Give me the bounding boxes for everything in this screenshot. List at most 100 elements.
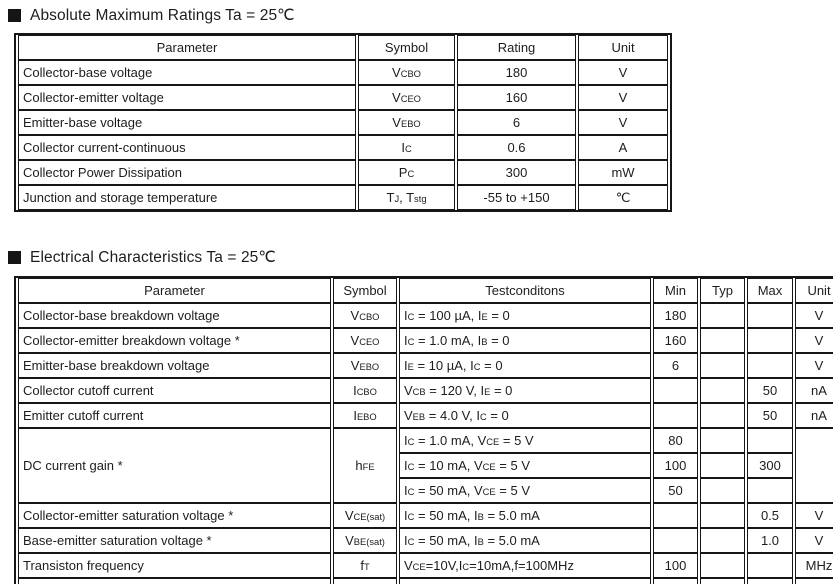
table-row: Base-emitter saturation voltage * VBE(sa… <box>18 528 833 553</box>
table-row: Collector Power Dissipation PC 300 mW <box>18 160 668 185</box>
column-header-parameter: Parameter <box>18 35 356 60</box>
typ-cell <box>700 478 745 503</box>
symbol-cell: VEBO <box>358 110 455 135</box>
testcondition-cell: VEB = 4.0 V, IC = 0 <box>399 403 651 428</box>
min-cell: 50 <box>653 478 698 503</box>
absolute-maximum-ratings-table: Parameter Symbol Rating Unit Collector-b… <box>14 33 672 212</box>
symbol-cell: fT <box>333 553 397 578</box>
cropped-cell <box>700 578 745 584</box>
min-cell: 180 <box>653 303 698 328</box>
max-cell: 1.0 <box>747 528 793 553</box>
rating-cell: 180 <box>457 60 576 85</box>
parameter-cell: Collector cutoff current <box>18 378 331 403</box>
max-cell <box>747 553 793 578</box>
parameter-cell: Base-emitter saturation voltage * <box>18 528 331 553</box>
parameter-cell: Junction and storage temperature <box>18 185 356 210</box>
symbol-cell: hFE <box>333 428 397 503</box>
min-cell: 160 <box>653 328 698 353</box>
parameter-cell: Collector current-continuous <box>18 135 356 160</box>
symbol-cell: VCEO <box>358 85 455 110</box>
symbol-cell: IC <box>358 135 455 160</box>
unit-cell: V <box>578 85 668 110</box>
parameter-cell: Transiston frequency <box>18 553 331 578</box>
typ-cell <box>700 328 745 353</box>
testcondition-cell: IE = 10 µA, IC = 0 <box>399 353 651 378</box>
section-title-text: Absolute Maximum Ratings Ta = 25℃ <box>30 7 295 24</box>
table-row: Collector-emitter voltage VCEO 160 V <box>18 85 668 110</box>
rating-cell: -55 to +150 <box>457 185 576 210</box>
testcondition-cell: VCE=10V,IC=10mA,f=100MHz <box>399 553 651 578</box>
cropped-cell <box>399 578 651 584</box>
column-header-max: Max <box>747 278 793 303</box>
table-row: Junction and storage temperature TJ, Tst… <box>18 185 668 210</box>
column-header-symbol: Symbol <box>333 278 397 303</box>
table-row: Emitter cutoff current IEBO VEB = 4.0 V,… <box>18 403 833 428</box>
table-row: IC = 10 mA, VCE = 5 V 100 300 <box>18 453 833 478</box>
parameter-cell: Emitter-base breakdown voltage <box>18 353 331 378</box>
unit-cell: nA <box>795 378 833 403</box>
min-cell: 80 <box>653 428 698 453</box>
column-header-unit: Unit <box>795 278 833 303</box>
min-cell: 6 <box>653 353 698 378</box>
typ-cell <box>700 378 745 403</box>
cropped-cell <box>747 578 793 584</box>
table-row: Collector-emitter saturation voltage * V… <box>18 503 833 528</box>
min-cell <box>653 378 698 403</box>
unit-cell: V <box>795 328 833 353</box>
min-cell <box>653 403 698 428</box>
testcondition-cell: IC = 50 mA, IB = 5.0 mA <box>399 528 651 553</box>
section-title-text: Electrical Characteristics Ta = 25℃ <box>30 249 276 266</box>
max-cell <box>747 328 793 353</box>
unit-cell: ℃ <box>578 185 668 210</box>
max-cell: 50 <box>747 378 793 403</box>
table-row: Collector-base breakdown voltage VCBO IC… <box>18 303 833 328</box>
table-row: IC = 50 mA, VCE = 5 V 50 <box>18 478 833 503</box>
table-row: Transiston frequency fT VCE=10V,IC=10mA,… <box>18 553 833 578</box>
cropped-cell <box>18 578 331 584</box>
symbol-cell: PC <box>358 160 455 185</box>
testcondition-cell: IC = 1.0 mA, IB = 0 <box>399 328 651 353</box>
rating-cell: 160 <box>457 85 576 110</box>
table-row: Emitter-base voltage VEBO 6 V <box>18 110 668 135</box>
parameter-cell: Collector Power Dissipation <box>18 160 356 185</box>
typ-cell <box>700 353 745 378</box>
parameter-cell: Emitter-base voltage <box>18 110 356 135</box>
table-row: Collector cutoff current ICBO VCB = 120 … <box>18 378 833 403</box>
parameter-cell: Collector-emitter voltage <box>18 85 356 110</box>
parameter-cell: Collector-emitter breakdown voltage * <box>18 328 331 353</box>
cropped-cell <box>795 578 833 584</box>
black-square-icon <box>8 9 21 22</box>
column-header-unit: Unit <box>578 35 668 60</box>
symbol-cell: ICBO <box>333 378 397 403</box>
unit-cell: MHz <box>795 553 833 578</box>
min-cell: 100 <box>653 553 698 578</box>
max-cell: 0.5 <box>747 503 793 528</box>
symbol-cell: VCE(sat) <box>333 503 397 528</box>
unit-cell: nA <box>795 403 833 428</box>
parameter-cell: DC current gain * <box>18 428 331 503</box>
unit-cell: mW <box>578 160 668 185</box>
section-title-absolute-maximum-ratings: Absolute Maximum Ratings Ta = 25℃ <box>8 6 833 25</box>
parameter-cell: Collector-base breakdown voltage <box>18 303 331 328</box>
table-header-row: Parameter Symbol Testconditons Min Typ M… <box>18 278 833 303</box>
symbol-cell: VCBO <box>333 303 397 328</box>
max-cell: 50 <box>747 403 793 428</box>
typ-cell <box>700 503 745 528</box>
table-row: Collector-emitter breakdown voltage * VC… <box>18 328 833 353</box>
max-cell <box>747 428 793 453</box>
rating-cell: 0.6 <box>457 135 576 160</box>
typ-cell <box>700 428 745 453</box>
unit-cell: V <box>795 528 833 553</box>
max-cell <box>747 353 793 378</box>
testcondition-cell: IC = 100 µA, IE = 0 <box>399 303 651 328</box>
section-title-electrical-characteristics: Electrical Characteristics Ta = 25℃ <box>8 248 833 267</box>
min-cell: 100 <box>653 453 698 478</box>
unit-cell-merged <box>795 428 833 503</box>
parameter-cell: Emitter cutoff current <box>18 403 331 428</box>
parameter-cell: Collector-emitter saturation voltage * <box>18 503 331 528</box>
unit-cell: V <box>578 60 668 85</box>
symbol-cell: VCBO <box>358 60 455 85</box>
unit-cell: A <box>578 135 668 160</box>
column-header-symbol: Symbol <box>358 35 455 60</box>
symbol-cell: VCEO <box>333 328 397 353</box>
